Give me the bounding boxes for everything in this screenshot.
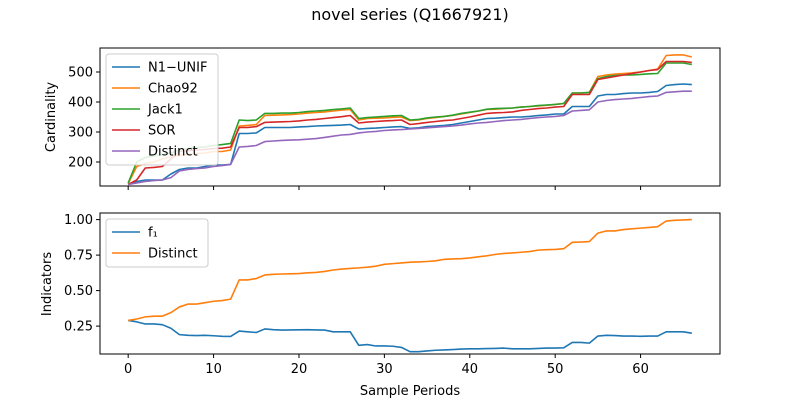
indicators-series-layer (128, 218, 692, 353)
indicators-tick-layer: 0 10 20 30 40 50 60 0.25 0.50 0.75 1.00 (64, 213, 649, 377)
cardinality-panel: 200 300 400 500 Cardinality N1−UNIF Chao92 Ja… (44, 47, 721, 190)
indicators-x-tick-label: 30 (376, 362, 393, 377)
indicators-legend-box (105, 218, 209, 268)
cardinality-legend-label-4: Distinct (148, 145, 198, 160)
cardinality-legend-label-2: Jack1 (147, 103, 183, 118)
indicators-y-tick-label: 0.50 (64, 284, 93, 299)
cardinality-y-tick-label: 500 (68, 66, 93, 81)
indicators-x-tick-label: 10 (205, 362, 222, 377)
cardinality-series-line-3 (127, 60, 692, 186)
indicators-y-tick-label: 1.00 (64, 213, 93, 228)
indicators-panel: 0 10 20 30 40 50 60 0.25 0.50 0.75 1.00 Indicators… (40, 212, 721, 399)
cardinality-y-tick-label: 300 (68, 126, 93, 141)
indicators-y-tick-label: 0.25 (64, 320, 93, 335)
indicators-x-axis-label: Sample Periods (360, 384, 460, 399)
indicators-series-line-1 (128, 218, 692, 322)
cardinality-y-tick-label: 400 (68, 96, 93, 111)
cardinality-axes-frame (99, 47, 721, 187)
figure-title: novel series (Q1667921) (311, 5, 509, 24)
indicators-y-axis-label: Indicators (40, 252, 55, 316)
indicators-x-tick-label: 40 (462, 362, 479, 377)
cardinality-series-line-2 (127, 62, 692, 184)
indicators-x-tick-label: 20 (291, 362, 308, 377)
cardinality-tick-layer: 200 300 400 500 (68, 66, 642, 190)
indicators-legend: f₁ Distinct (105, 218, 209, 268)
cardinality-series-layer (127, 54, 693, 186)
indicators-legend-label-1: Distinct (148, 247, 198, 262)
indicators-y-tick-label: 0.75 (64, 249, 93, 264)
indicators-series-line-0 (128, 319, 692, 353)
indicators-axes-frame (99, 212, 721, 355)
cardinality-y-tick-label: 200 (68, 156, 93, 171)
cardinality-series-line-4 (128, 90, 692, 186)
cardinality-legend-label-1: Chao92 (148, 82, 198, 97)
cardinality-legend-label-3: SOR (148, 124, 176, 139)
indicators-x-tick-label: 0 (124, 362, 132, 377)
cardinality-legend: N1−UNIF Chao92 Jack1 SOR Distinct (105, 53, 219, 166)
indicators-x-tick-label: 60 (632, 362, 649, 377)
indicators-legend-label-0: f₁ (148, 226, 158, 241)
cardinality-legend-box (105, 53, 219, 166)
cardinality-legend-label-0: N1−UNIF (148, 61, 207, 76)
indicators-x-tick-label: 50 (547, 362, 564, 377)
cardinality-y-axis-label: Cardinality (44, 82, 59, 153)
